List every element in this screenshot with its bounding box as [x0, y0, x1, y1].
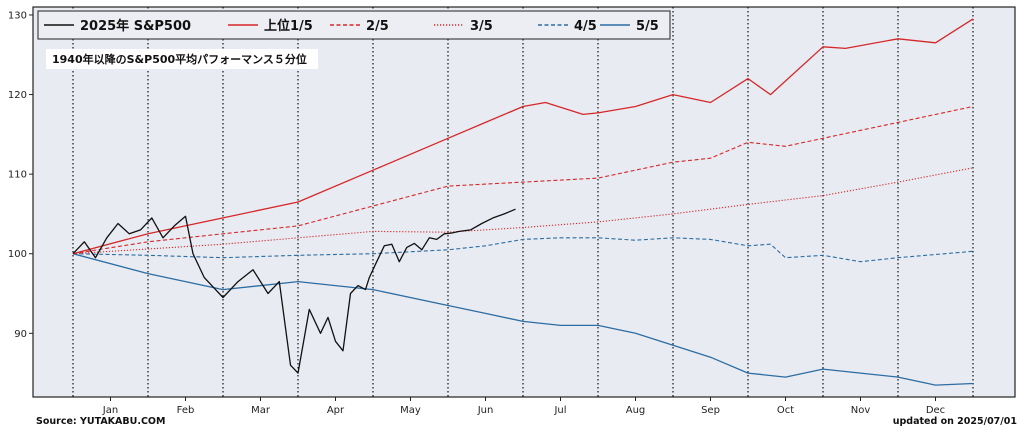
legend-label: 2025年 S&P500 [80, 18, 191, 34]
x-tick-label: May [400, 405, 421, 416]
annotation-box: 1940年以降のS&P500平均パフォーマンス５分位 [46, 49, 318, 69]
series-line [72, 237, 974, 263]
y-axis: 90 100 110 120 130 [8, 10, 33, 340]
legend-label: 4/5 [574, 19, 597, 34]
series-line [72, 167, 974, 255]
y-tick-label: 110 [8, 170, 27, 181]
legend-label: 3/5 [470, 19, 493, 34]
legend: 2025年 S&P500 上位1/5 2/5 3/5 4/5 5/5 [37, 10, 671, 40]
y-tick-label: 90 [14, 329, 27, 340]
x-tick-label: Aug [626, 405, 646, 416]
updated-label: updated on 2025/07/01 [893, 416, 1017, 427]
source-label: Source: YUTAKABU.COM [36, 416, 165, 427]
plot-background [32, 6, 1016, 398]
x-tick-label: Feb [177, 405, 195, 416]
y-tick-label: 130 [8, 10, 27, 21]
legend-label: 5/5 [636, 19, 659, 34]
x-tick-label: Sep [701, 405, 720, 416]
x-tick-label: Jun [477, 405, 494, 416]
legend-label: 2/5 [366, 19, 389, 34]
x-tick-label: Jul [553, 405, 566, 416]
y-tick-label: 120 [8, 90, 27, 101]
series-line [72, 208, 516, 374]
series-line [72, 253, 974, 386]
annotation-background [46, 49, 318, 69]
x-tick-label: Jan [102, 405, 118, 416]
x-tick-label: Dec [926, 405, 945, 416]
series-lines [72, 18, 974, 386]
series-line [72, 105, 974, 255]
annotation-text: 1940年以降のS&P500平均パフォーマンス５分位 [52, 52, 307, 66]
x-tick-label: Apr [327, 405, 345, 416]
x-tick-label: Oct [777, 405, 794, 416]
legend-label: 上位1/5 [264, 18, 313, 34]
x-tick-label: Mar [251, 405, 271, 416]
x-axis: Jan Feb Mar Apr May Jun Jul Aug Sep Oct Nov Dec [102, 397, 945, 416]
y-tick-label: 100 [8, 249, 27, 260]
series-line [72, 18, 974, 255]
month-gridlines [72, 7, 974, 397]
x-tick-label: Nov [851, 405, 871, 416]
